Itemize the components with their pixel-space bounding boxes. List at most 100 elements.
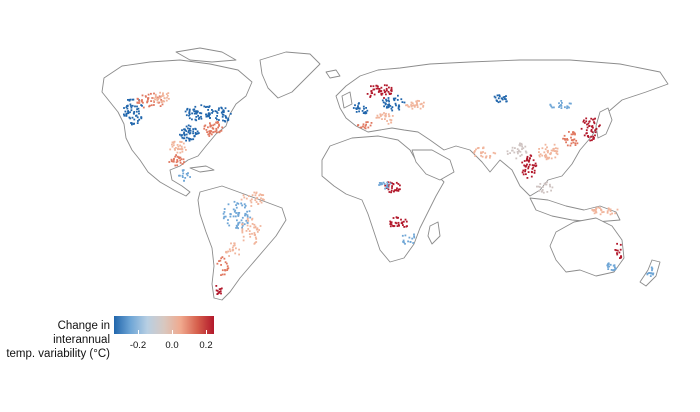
variability-dot xyxy=(245,230,248,232)
variability-dot xyxy=(253,242,256,245)
variability-dot xyxy=(620,256,622,259)
variability-dot xyxy=(181,129,183,132)
variability-dot xyxy=(192,130,195,133)
variability-dot xyxy=(402,239,405,242)
variability-dot xyxy=(594,129,597,132)
variability-dot xyxy=(520,143,523,146)
variability-dot xyxy=(156,99,159,101)
variability-dot xyxy=(568,102,571,105)
variability-dot xyxy=(194,118,197,121)
legend-color-bar xyxy=(114,316,214,334)
variability-dot xyxy=(234,252,237,255)
variability-dot xyxy=(215,289,218,292)
variability-dot xyxy=(390,92,392,95)
variability-dot xyxy=(395,181,398,184)
variability-dot xyxy=(561,102,563,104)
variability-dot xyxy=(241,216,244,219)
variability-dot xyxy=(138,102,141,104)
variability-dot xyxy=(181,150,184,153)
variability-dot xyxy=(572,141,575,144)
variability-dot xyxy=(200,104,203,107)
variability-dot xyxy=(156,97,158,100)
variability-dot xyxy=(123,107,125,109)
variability-dot xyxy=(140,117,143,120)
variability-dot xyxy=(530,175,533,178)
variability-dot xyxy=(204,106,207,108)
variability-dot xyxy=(522,173,525,176)
variability-dot xyxy=(249,225,252,228)
variability-dot xyxy=(179,140,181,143)
variability-dot xyxy=(237,227,239,230)
variability-dot xyxy=(222,212,225,215)
variability-dot xyxy=(404,218,407,221)
variability-dot xyxy=(394,102,397,105)
variability-dot xyxy=(416,103,418,106)
variability-dot xyxy=(384,118,386,120)
variability-dot xyxy=(652,272,655,275)
variability-dot xyxy=(227,117,230,120)
variability-dot xyxy=(222,111,225,113)
variability-dot xyxy=(383,84,386,87)
variability-dot xyxy=(190,138,193,141)
variability-dot xyxy=(171,145,174,148)
variability-dot xyxy=(592,126,594,129)
variability-dot xyxy=(258,194,261,197)
variability-dot xyxy=(138,118,141,121)
variability-dot xyxy=(395,104,397,107)
variability-dot xyxy=(527,167,530,170)
variability-dot xyxy=(195,116,198,118)
variability-dot xyxy=(520,142,523,145)
variability-dot xyxy=(176,159,179,161)
variability-dot xyxy=(518,149,520,152)
variability-dot xyxy=(255,238,258,240)
variability-dot xyxy=(221,273,224,276)
variability-dot xyxy=(393,225,396,227)
variability-dot xyxy=(593,121,595,123)
variability-dot xyxy=(555,152,558,154)
variability-dot xyxy=(178,156,181,159)
variability-dot xyxy=(251,232,253,235)
variability-dot xyxy=(523,160,526,162)
variability-dot xyxy=(505,98,507,101)
variability-dot xyxy=(205,129,208,131)
legend-tickmark xyxy=(138,330,139,334)
variability-dot xyxy=(383,183,386,185)
variability-dot xyxy=(179,144,181,147)
variability-dot xyxy=(390,107,393,110)
variability-dot xyxy=(185,149,187,151)
variability-dot xyxy=(521,148,523,150)
variability-dot xyxy=(147,93,150,96)
variability-dot xyxy=(219,290,222,293)
variability-dot xyxy=(215,131,218,134)
variability-dot xyxy=(262,194,265,196)
variability-dot xyxy=(609,210,612,212)
variability-dot xyxy=(165,99,168,102)
variability-dot xyxy=(171,160,174,163)
variability-dot xyxy=(379,90,382,93)
variability-dot xyxy=(367,126,370,129)
variability-dot xyxy=(197,110,199,113)
variability-dot xyxy=(400,98,403,101)
variability-dot xyxy=(416,104,419,107)
north-america xyxy=(101,59,253,197)
variability-dot xyxy=(212,124,215,127)
variability-dot xyxy=(168,97,170,100)
variability-dot xyxy=(613,266,616,269)
variability-dot xyxy=(562,137,564,140)
variability-dot xyxy=(411,104,414,107)
variability-dot xyxy=(616,253,619,256)
japan xyxy=(595,107,613,139)
variability-dot xyxy=(354,104,356,107)
variability-dot xyxy=(397,107,400,110)
variability-dot xyxy=(599,124,601,127)
variability-dot xyxy=(541,154,544,157)
variability-dot xyxy=(650,266,653,269)
variability-dot xyxy=(223,215,226,218)
variability-dot xyxy=(154,93,157,96)
variability-dot xyxy=(193,135,196,137)
variability-dot xyxy=(537,185,540,188)
variability-dot xyxy=(240,202,243,205)
variability-dot xyxy=(158,95,161,98)
variability-dot xyxy=(220,129,223,132)
variability-dot xyxy=(379,183,382,186)
